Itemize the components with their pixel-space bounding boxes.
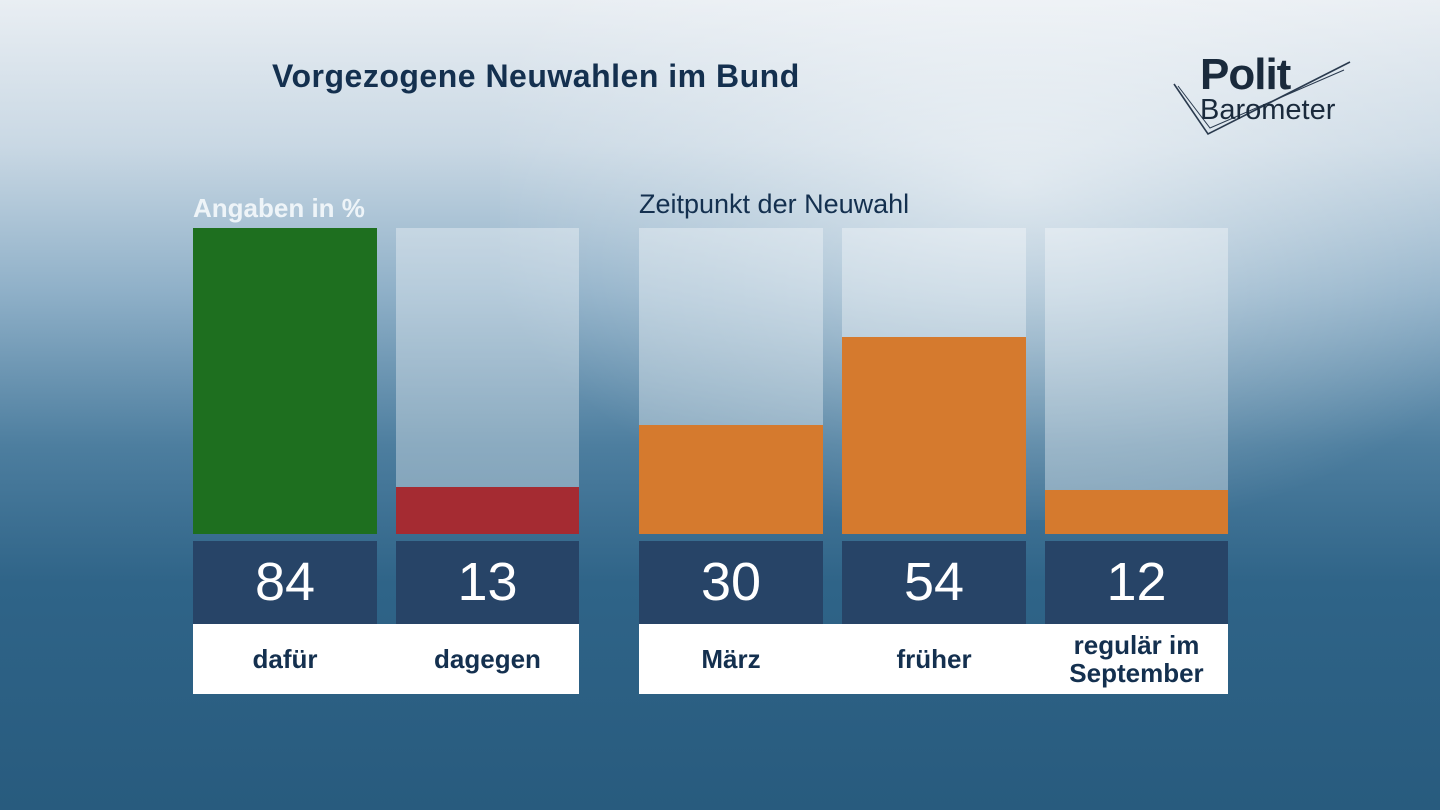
value-label-dagegen: 13 [396, 541, 579, 624]
logo-bottom-text: Barometer [1200, 94, 1336, 126]
value-label-september: 12 [1045, 541, 1228, 624]
bar-frueher [842, 337, 1026, 534]
bar-dagegen [396, 486, 579, 534]
bar-track-dagegen [396, 228, 579, 534]
bar-maerz [639, 424, 823, 534]
page-title: Vorgezogene Neuwahlen im Bund [272, 58, 800, 94]
chart-subtitle: Zeitpunkt der Neuwahl [639, 189, 910, 219]
category-label-september: regulär im September [1069, 630, 1204, 688]
category-box-right [639, 624, 1228, 694]
category-label-frueher: früher [896, 644, 972, 674]
value-label-frueher: 54 [842, 541, 1026, 624]
bar-track-september [1045, 228, 1228, 534]
bar-track-dafuer [193, 228, 377, 534]
category-box-left [193, 624, 579, 694]
checkmark-icon [1173, 61, 1351, 136]
category-label-dafuer: dafür [252, 644, 318, 674]
value-label-dafuer: 84 [193, 541, 377, 624]
value-label-maerz: 30 [639, 541, 823, 624]
bar-track-frueher [842, 228, 1026, 534]
logo-top-text: Polit [1200, 50, 1291, 99]
category-label-maerz: März [701, 644, 761, 674]
category-label-dagegen: dagegen [434, 644, 541, 674]
bar-september [1045, 490, 1228, 534]
politbarometer-logo: Polit Barometer [1168, 50, 1358, 140]
bar-track-maerz [639, 228, 823, 534]
unit-label: Angaben in % [193, 193, 365, 223]
bar-dafuer [193, 228, 377, 534]
